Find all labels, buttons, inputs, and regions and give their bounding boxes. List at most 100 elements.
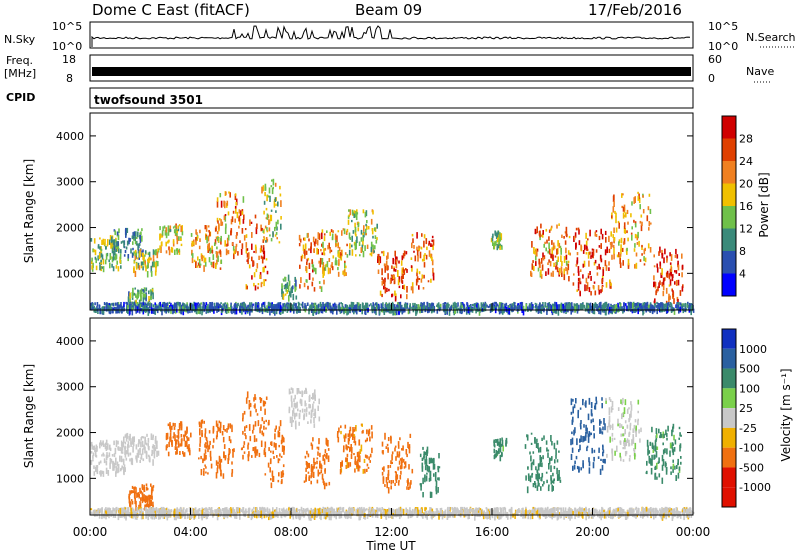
data-cell: [350, 462, 352, 467]
data-cell: [313, 472, 315, 478]
data-cell: [253, 447, 255, 450]
data-cell: [662, 478, 664, 484]
data-cell: [246, 397, 248, 403]
data-cell: [205, 445, 207, 449]
data-cell: [125, 302, 127, 304]
data-cell: [158, 451, 160, 456]
data-cell: [538, 483, 540, 487]
data-cell: [321, 465, 323, 469]
data-cell: [269, 188, 271, 194]
data-cell: [307, 303, 309, 307]
data-cell: [610, 242, 612, 249]
data-cell: [680, 307, 682, 313]
data-cell: [536, 250, 538, 256]
data-cell: [306, 461, 308, 465]
data-cell: [436, 480, 438, 487]
data-cell: [263, 251, 265, 254]
data-cell: [382, 450, 384, 453]
data-cell: [550, 261, 552, 267]
data-cell: [426, 475, 428, 481]
data-cell: [548, 463, 550, 470]
data-cell: [614, 305, 616, 312]
data-cell: [546, 308, 548, 315]
data-cell: [116, 241, 118, 247]
data-cell: [580, 467, 582, 470]
data-cell: [395, 296, 397, 302]
data-cell: [424, 262, 426, 267]
data-cell: [216, 251, 218, 258]
data-cell: [280, 224, 282, 230]
data-cell: [280, 200, 282, 207]
data-cell: [177, 226, 179, 229]
data-cell: [565, 240, 567, 244]
data-cell: [426, 247, 428, 251]
data-cell: [199, 422, 201, 425]
data-cell: [152, 446, 154, 449]
data-cell: [167, 433, 169, 439]
data-cell: [534, 481, 536, 485]
data-cell: [418, 305, 420, 309]
data-cell: [142, 266, 144, 270]
data-cell: [514, 513, 516, 519]
data-cell: [100, 461, 102, 464]
data-cell: [325, 248, 327, 251]
data-cell: [311, 412, 313, 417]
data-cell: [378, 306, 380, 310]
data-cell: [349, 434, 351, 438]
data-cell: [135, 231, 137, 236]
data-cell: [199, 246, 201, 250]
data-cell: [280, 420, 282, 426]
data-cell: [290, 292, 292, 298]
data-cell: [208, 230, 210, 232]
data-cell: [216, 431, 218, 437]
data-cell: [601, 397, 603, 401]
data-cell: [538, 307, 540, 314]
data-cell: [588, 261, 590, 267]
data-cell: [467, 308, 469, 313]
data-cell: [662, 455, 664, 461]
data-cell: [144, 440, 146, 445]
data-cell: [632, 428, 634, 433]
data-cell: [265, 266, 267, 268]
data-cell: [394, 448, 396, 452]
data-cell: [132, 446, 134, 453]
data-cell: [572, 438, 574, 445]
data-cell: [602, 445, 604, 447]
data-cell: [552, 255, 554, 261]
data-cell: [640, 428, 642, 433]
freq-label-line2: [MHz]: [4, 67, 36, 80]
data-cell: [314, 462, 316, 465]
data-cell: [371, 448, 373, 453]
data-cell: [157, 252, 159, 259]
data-cell: [255, 453, 257, 458]
data-cell: [557, 440, 559, 444]
data-cell: [402, 255, 404, 260]
data-cell: [218, 223, 220, 229]
data-cell: [199, 430, 201, 435]
data-cell: [256, 224, 258, 230]
noise-right-tick-low: 10^0: [708, 40, 738, 53]
data-cell: [591, 409, 593, 416]
data-cell: [656, 428, 658, 434]
data-cell: [338, 259, 340, 265]
data-cell: [249, 400, 251, 403]
data-cell: [666, 433, 668, 437]
data-cell: [91, 265, 93, 269]
data-cell: [222, 222, 224, 226]
data-cell: [518, 305, 520, 309]
data-cell: [348, 446, 350, 448]
data-cell: [630, 302, 632, 308]
data-cell: [500, 455, 502, 462]
data-cell: [132, 236, 134, 240]
data-cell: [208, 236, 210, 242]
data-cell: [566, 232, 568, 236]
data-cell: [661, 275, 663, 278]
data-cell: [170, 229, 172, 232]
data-cell: [656, 477, 658, 480]
data-cell: [237, 212, 239, 218]
data-cell: [313, 395, 315, 399]
data-cell: [560, 248, 562, 255]
data-cell: [262, 417, 264, 421]
data-cell: [676, 477, 678, 480]
data-cell: [388, 289, 390, 292]
